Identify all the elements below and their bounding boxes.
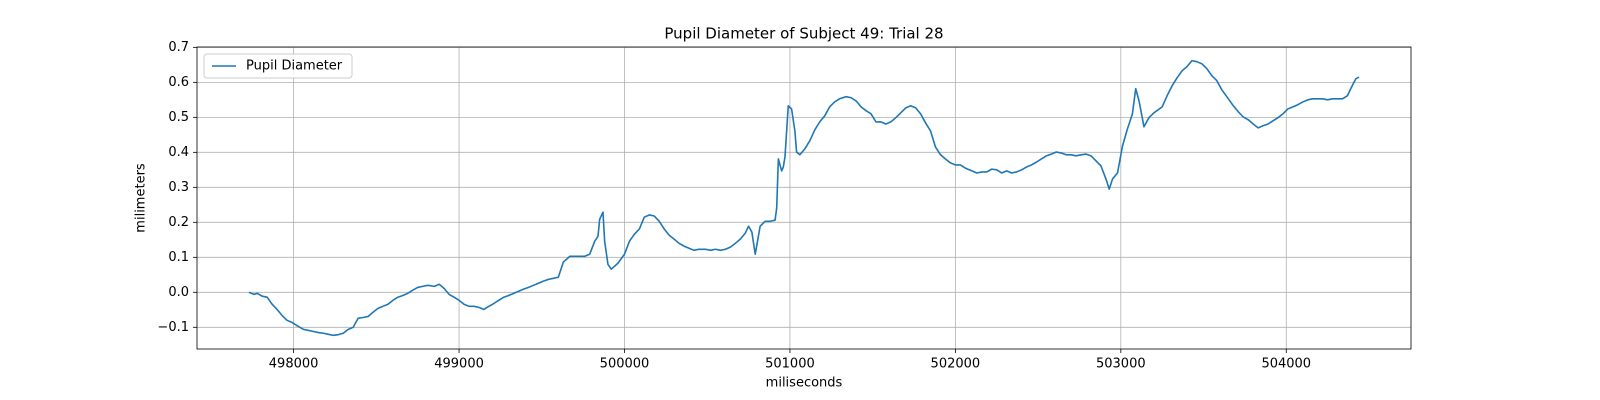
y-tick-label: 0.3 [168, 180, 189, 195]
y-tick-label: 0.1 [168, 250, 189, 265]
axes-frame [196, 46, 1412, 350]
x-tick-label: 504000 [1261, 357, 1311, 372]
data-line [248, 59, 1360, 337]
legend: Pupil Diameter [203, 53, 353, 79]
y-tick-label: 0.0 [168, 285, 189, 300]
ticks: 498000 499000 500000 501000 502000 503000 5040… [157, 40, 1311, 372]
y-tick-label: 0.2 [168, 215, 189, 230]
y-tick-label: 0.7 [168, 40, 189, 55]
y-tick-label: 0.6 [168, 75, 189, 90]
x-tick-label: 503000 [1096, 357, 1146, 372]
x-tick-label: 498000 [269, 357, 319, 372]
x-tick-label: 499000 [434, 357, 484, 372]
x-tick-label: 502000 [931, 357, 981, 372]
legend-label: Pupil Diameter [246, 59, 343, 74]
x-tick-label: 501000 [765, 357, 815, 372]
grid [197, 46, 1411, 349]
y-tick-label: 0.5 [168, 110, 189, 125]
x-axis-label: miliseconds [766, 376, 843, 391]
chart-title: Pupil Diameter of Subject 49: Trial 28 [664, 25, 943, 43]
x-tick-label: 500000 [600, 357, 650, 372]
legend-box [203, 53, 353, 79]
plot-area [248, 59, 1360, 337]
y-axis-label: milimeters [134, 163, 149, 233]
y-tick-label: 0.4 [168, 145, 189, 160]
y-tick-label: −0.1 [157, 320, 189, 335]
